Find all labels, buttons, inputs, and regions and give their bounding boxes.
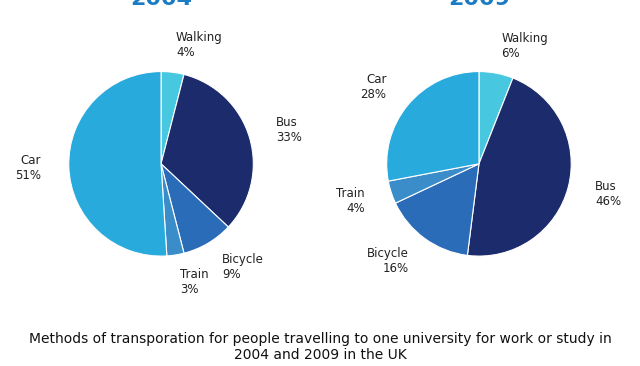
Text: Bicycle
16%: Bicycle 16% [367, 247, 408, 275]
Text: Train
4%: Train 4% [336, 187, 365, 215]
Text: Bicycle
9%: Bicycle 9% [222, 253, 264, 281]
Title: 2009: 2009 [448, 0, 510, 9]
Wedge shape [396, 164, 479, 255]
Text: Bus
46%: Bus 46% [595, 180, 621, 208]
Wedge shape [388, 164, 479, 203]
Text: Walking
6%: Walking 6% [501, 32, 548, 60]
Wedge shape [68, 71, 167, 256]
Text: Methods of transporation for people travelling to one university for work or stu: Methods of transporation for people trav… [29, 332, 611, 362]
Text: Train
3%: Train 3% [180, 268, 209, 296]
Text: Walking
4%: Walking 4% [176, 31, 223, 59]
Text: Car
28%: Car 28% [360, 73, 387, 101]
Wedge shape [479, 71, 513, 164]
Title: 2004: 2004 [130, 0, 192, 9]
Wedge shape [467, 78, 572, 256]
Wedge shape [161, 164, 184, 256]
Text: Bus
33%: Bus 33% [276, 116, 302, 144]
Wedge shape [161, 74, 253, 227]
Wedge shape [161, 164, 228, 253]
Wedge shape [387, 71, 479, 181]
Text: Car
51%: Car 51% [15, 154, 41, 182]
Wedge shape [161, 71, 184, 164]
